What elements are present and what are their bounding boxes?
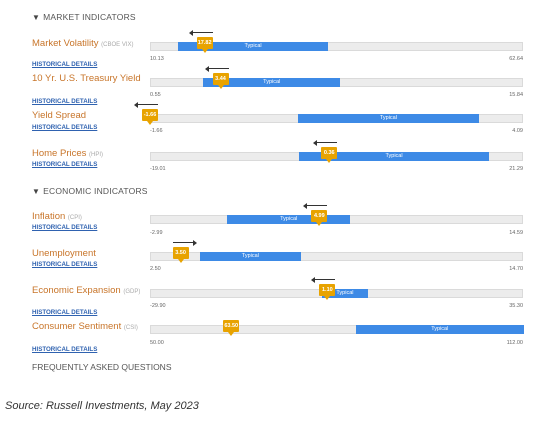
typical-label: Typical [379,115,397,121]
range-max-label: 4.09 [512,128,523,134]
market-indicators-label: MARKET INDICATORS [43,12,136,22]
indicator-title: Unemployment [32,248,96,259]
indicator-name: Economic Expansion (GDP) [32,285,150,298]
indicator-title: Economic Expansion [32,285,121,296]
range-min-label: 10.13 [150,56,164,62]
indicator-name: Yield Spread [32,110,150,121]
arrow-left-icon [313,140,338,146]
indicator-range-track: Typical [150,289,523,298]
indicator-name: Consumer Sentiment (CSI) [32,321,150,334]
range-min-label: -29.90 [150,303,166,309]
range-max-label: 62.64 [509,56,523,62]
historical-details-link[interactable]: HISTORICAL DETAILS [32,261,98,268]
typical-range-bar: Typical [299,152,489,161]
indicator-range-track: Typical [150,252,523,261]
indicator-abbreviation: (CBOE VIX) [101,42,134,48]
indicator-range-track: Typical [150,215,523,224]
historical-details-link[interactable]: HISTORICAL DETAILS [32,61,98,68]
typical-range-bar: Typical [322,289,368,298]
typical-range-bar: Typical [199,252,301,261]
indicator-name: Market Volatility (CBOE VIX) [32,38,150,51]
indicator-abbreviation: (CPI) [67,215,82,221]
indicator-range-track: Typical [150,114,523,123]
current-value-marker[interactable]: 17.82 [196,37,213,53]
current-value-marker[interactable]: 3.50 [172,247,189,263]
typical-range-bar: Typical [203,78,341,87]
range-max-label: 112.00 [506,340,523,346]
typical-range-bar: Typical [297,114,480,123]
historical-details-link[interactable]: HISTORICAL DETAILS [32,309,98,316]
range-max-label: 35.30 [509,303,523,309]
arrow-right-icon [172,240,197,246]
indicator-name: Unemployment [32,248,150,259]
indicator-title: Market Volatility [32,38,99,49]
indicator-range-track: Typical [150,78,523,87]
indicator-range-track: Typical [150,42,523,51]
historical-details-link[interactable]: HISTORICAL DETAILS [32,124,98,131]
range-min-label: -2.99 [150,230,163,236]
range-min-label: -1.66 [150,128,163,134]
current-value-marker[interactable]: -1.66 [142,109,158,125]
range-max-label: 14.59 [509,230,523,236]
current-value-marker[interactable]: 4.99 [311,210,328,226]
typical-range-bar: Typical [227,215,351,224]
indicator-title: Consumer Sentiment [32,321,122,332]
range-max-label: 21.29 [509,166,523,172]
arrow-left-icon [134,102,158,108]
range-max-label: 15.84 [509,92,523,98]
indicator-abbreviation: (CSI) [123,325,138,331]
typical-range-bar: Typical [355,325,524,334]
arrow-left-icon [311,277,336,283]
indicator-range-track: Typical [150,325,524,334]
source-caption: Source: Russell Investments, May 2023 [5,400,199,412]
typical-label: Typical [241,253,259,259]
typical-label: Typical [336,290,354,296]
current-value-marker[interactable]: 3.44 [212,73,229,89]
typical-label: Typical [280,216,298,222]
collapse-triangle-icon: ▼ [32,13,41,22]
indicator-title: 10 Yr. U.S. Treasury Yield [32,73,141,84]
faq-link[interactable]: FREQUENTLY ASKED QUESTIONS [32,362,172,372]
historical-details-link[interactable]: HISTORICAL DETAILS [32,98,98,105]
range-min-label: 50.00 [150,340,164,346]
typical-label: Typical [244,43,262,49]
arrow-left-icon [303,203,328,209]
market-indicators-header[interactable]: ▼ MARKET INDICATORS [32,12,136,22]
historical-details-link[interactable]: HISTORICAL DETAILS [32,161,98,168]
indicator-abbreviation: (GDP) [123,289,141,295]
historical-details-link[interactable]: HISTORICAL DETAILS [32,224,98,231]
economic-indicators-label: ECONOMIC INDICATORS [43,186,148,196]
current-value-marker[interactable]: 63.50 [223,320,240,336]
indicator-abbreviation: (HPI) [89,152,104,158]
indicator-title: Home Prices [32,148,87,159]
typical-label: Typical [385,153,403,159]
indicator-name: Home Prices (HPI) [32,148,150,161]
range-min-label: 0.55 [150,92,161,98]
range-max-label: 14.70 [509,266,523,272]
typical-label: Typical [263,79,281,85]
range-min-label: 2.50 [150,266,161,272]
current-value-marker[interactable]: 0.36 [321,147,338,163]
indicator-name: Inflation (CPI) [32,211,150,224]
indicator-name: 10 Yr. U.S. Treasury Yield [32,73,150,84]
typical-label: Typical [431,326,449,332]
current-value-marker[interactable]: 1.10 [319,284,336,300]
range-min-label: -19.01 [150,166,166,172]
collapse-triangle-icon: ▼ [32,187,41,196]
economic-indicators-header[interactable]: ▼ ECONOMIC INDICATORS [32,186,148,196]
arrow-left-icon [204,66,229,72]
indicator-title: Yield Spread [32,110,87,121]
typical-range-bar: Typical [178,42,328,51]
historical-details-link[interactable]: HISTORICAL DETAILS [32,346,98,353]
indicator-title: Inflation [32,211,66,222]
arrow-left-icon [188,30,213,36]
